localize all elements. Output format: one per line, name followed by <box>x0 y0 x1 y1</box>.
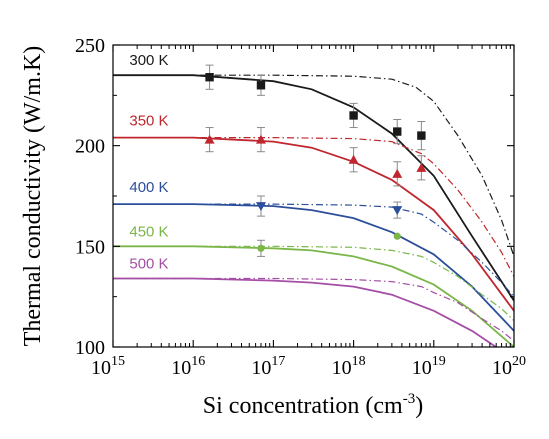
triangle-down-marker <box>255 202 266 212</box>
series-0-point-3 <box>393 118 402 145</box>
x-tick-exponent: 16 <box>191 354 205 369</box>
series-4-dashdot-line <box>113 277 514 342</box>
series-1-model-line <box>113 136 514 312</box>
series-label: 500 K <box>129 255 168 272</box>
triangle-up-marker <box>392 168 403 178</box>
x-tick-base: 10 <box>412 357 432 379</box>
series-3-model-line <box>113 245 514 347</box>
x-tick-label: 1020 <box>492 354 526 379</box>
x-axis-title-superscript: -3 <box>403 391 416 407</box>
x-axis-title: Si concentration (cm-3) <box>203 391 423 419</box>
triangle-up-marker <box>416 162 427 172</box>
series-0-point-4 <box>417 121 426 151</box>
square-marker <box>205 73 214 82</box>
x-tick-exponent: 19 <box>432 354 446 369</box>
y-tick-label: 200 <box>75 136 105 158</box>
circle-marker <box>393 232 401 240</box>
x-tick-base: 10 <box>91 357 111 379</box>
y-tick-label: 150 <box>75 236 105 258</box>
series-0-point-0 <box>205 64 214 90</box>
series-3-point-0 <box>256 239 265 257</box>
series-4-model-line <box>113 277 498 347</box>
x-tick-label: 1017 <box>251 354 285 379</box>
triangle-up-marker <box>348 154 359 164</box>
triangle-down-marker <box>392 206 403 216</box>
series-1-point-2 <box>348 147 359 173</box>
x-tick-base: 10 <box>171 357 191 379</box>
series-1-point-4 <box>416 155 427 181</box>
series-0-model-line <box>113 74 514 302</box>
x-tick-label: 1018 <box>332 354 366 379</box>
series-label: 400 K <box>129 179 168 196</box>
x-tick-exponent: 17 <box>271 354 285 369</box>
x-tick-base: 10 <box>492 357 512 379</box>
x-tick-label: 1019 <box>412 354 446 379</box>
series-1-point-3 <box>392 161 403 187</box>
x-axis-title-close: ) <box>415 393 423 419</box>
series-2-model-line <box>113 203 514 332</box>
series-2-point-0 <box>255 195 266 217</box>
series-0-dashdot-line <box>113 74 514 257</box>
x-tick-base: 10 <box>251 357 271 379</box>
square-marker <box>256 81 266 90</box>
x-axis-title-text: Si concentration (cm <box>203 393 403 419</box>
y-tick-label: 100 <box>75 337 105 359</box>
series-2-point-1 <box>392 201 403 219</box>
x-tick-exponent: 15 <box>111 354 125 369</box>
square-marker <box>417 131 426 140</box>
x-tick-base: 10 <box>332 357 352 379</box>
square-marker <box>349 111 358 120</box>
x-tick-label: 1015 <box>91 354 125 379</box>
series-2-dashdot-line <box>113 203 514 298</box>
series-label: 350 K <box>129 113 168 130</box>
x-tick-exponent: 18 <box>352 354 366 369</box>
series-0-point-2 <box>349 102 358 129</box>
series-1-point-1 <box>255 127 266 153</box>
triangle-up-marker <box>204 134 215 144</box>
series-3-point-1 <box>393 232 401 240</box>
y-axis-title: Thermal conductivity (W/m.K) <box>20 46 46 347</box>
series-label: 450 K <box>129 223 168 240</box>
triangle-up-marker <box>255 134 266 144</box>
series-1-dashdot-line <box>113 137 514 277</box>
x-tick-label: 1016 <box>171 354 205 379</box>
series-1-point-0 <box>204 127 215 153</box>
series-0-point-1 <box>256 74 266 96</box>
y-tick-label: 250 <box>75 35 105 57</box>
series-label: 300 K <box>129 52 168 69</box>
x-tick-exponent: 20 <box>512 354 526 369</box>
square-marker <box>393 127 402 136</box>
series-3-dashdot-line <box>113 245 514 322</box>
circle-marker <box>257 244 265 252</box>
